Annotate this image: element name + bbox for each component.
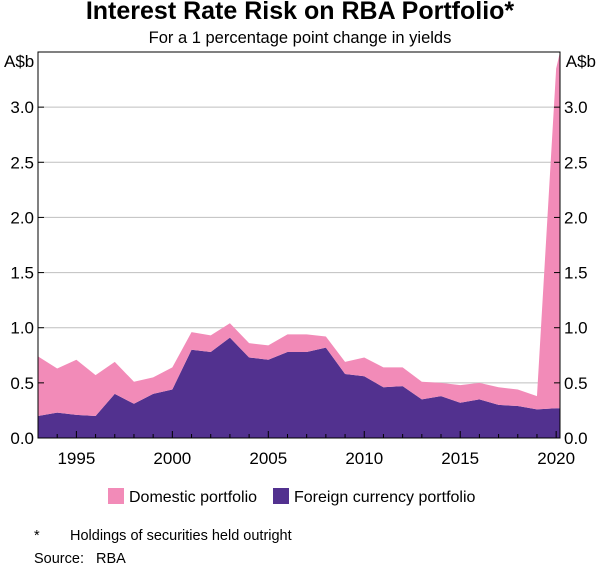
y-tick-left-5: 2.5 — [10, 153, 34, 172]
left-y-axis: 0.0 0.5 1.0 1.5 2.0 2.5 3.0 — [10, 98, 44, 448]
area-foreign-currency-portfolio — [38, 337, 560, 438]
x-tick-0: 1995 — [57, 449, 95, 468]
chart-title: Interest Rate Risk on RBA Portfolio* — [86, 0, 515, 25]
y-tick-left-0: 0.0 — [10, 429, 34, 448]
y-tick-left-1: 0.5 — [10, 374, 34, 393]
chart-subtitle: For a 1 percentage point change in yield… — [149, 29, 452, 47]
x-tick-1: 2000 — [153, 449, 191, 468]
plot-frame — [37, 51, 561, 439]
x-tick-3: 2010 — [345, 449, 383, 468]
source-value: RBA — [96, 551, 126, 565]
legend-swatch-foreign — [273, 488, 289, 504]
left-axis-unit: A$b — [4, 52, 34, 71]
source-label: Source: — [34, 551, 84, 565]
y-tick-left-4: 2.0 — [10, 208, 34, 227]
y-tick-right-1: 0.5 — [564, 374, 588, 393]
area-series — [38, 52, 560, 438]
y-tick-left-2: 1.0 — [10, 319, 34, 338]
y-tick-right-6: 3.0 — [564, 98, 588, 117]
y-tick-right-0: 0.0 — [564, 429, 588, 448]
x-tick-4: 2015 — [441, 449, 479, 468]
y-tick-right-2: 1.0 — [564, 319, 588, 338]
x-tick-5: 2020 — [537, 449, 575, 468]
x-tick-2: 2005 — [249, 449, 287, 468]
footnote-text: Holdings of securities held outright — [70, 528, 292, 544]
right-y-axis: 0.0 0.5 1.0 1.5 2.0 2.5 3.0 — [554, 98, 588, 448]
y-tick-left-6: 3.0 — [10, 98, 34, 117]
y-tick-left-3: 1.5 — [10, 264, 34, 283]
legend-label-foreign: Foreign currency portfolio — [294, 489, 476, 506]
footnote-marker: * — [34, 528, 40, 544]
legend-swatch-domestic — [108, 488, 124, 504]
gridlines — [38, 106, 560, 384]
legend: Domestic portfolio Foreign currency port… — [108, 488, 476, 506]
y-tick-right-4: 2.0 — [564, 208, 588, 227]
y-tick-right-3: 1.5 — [564, 264, 588, 283]
area-domestic-portfolio — [38, 52, 560, 416]
right-axis-unit: A$b — [566, 52, 596, 71]
y-tick-right-5: 2.5 — [564, 153, 588, 172]
legend-label-domestic: Domestic portfolio — [129, 489, 257, 506]
x-axis: 1995 2000 2005 2010 2015 2020 — [37, 431, 575, 468]
